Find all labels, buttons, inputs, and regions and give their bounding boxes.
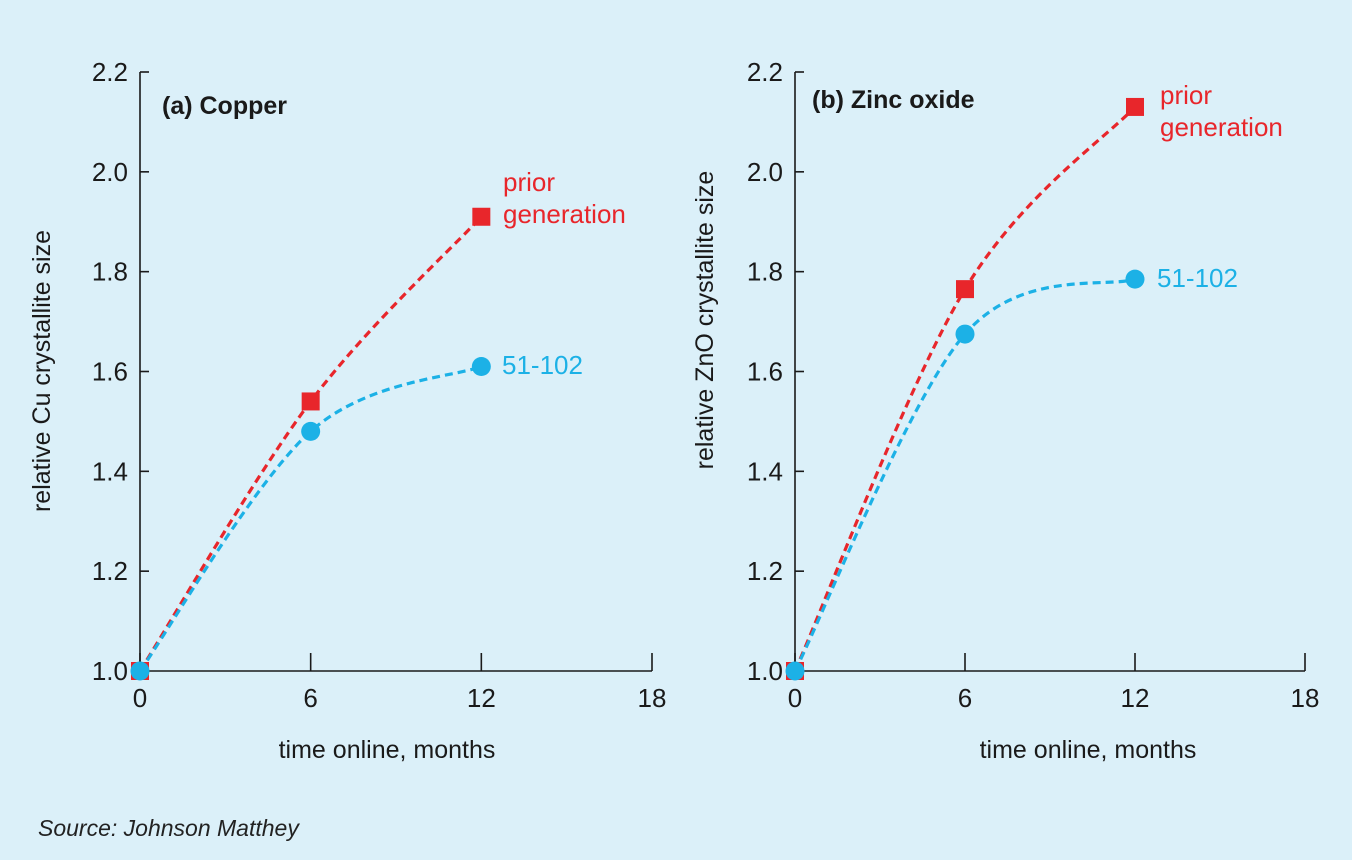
series-label-prior-generation: prior xyxy=(503,167,555,197)
x-axis-title: time online, months xyxy=(279,736,496,764)
x-tick-label: 12 xyxy=(467,683,496,713)
data-point-51-102 xyxy=(955,324,975,344)
series-label-51-102: 51-102 xyxy=(1157,263,1238,293)
series-line-prior-generation xyxy=(793,105,1137,672)
y-tick-label: 1.6 xyxy=(92,357,128,387)
y-tick-label: 1.8 xyxy=(747,257,783,287)
x-tick-label: 18 xyxy=(1291,683,1320,713)
data-point-51-102 xyxy=(301,421,321,441)
data-point-51-102 xyxy=(130,661,150,681)
y-tick-label: 2.0 xyxy=(92,157,128,187)
data-point-51-102 xyxy=(785,661,805,681)
chart-title: (a) Copper xyxy=(162,92,287,120)
x-tick-label: 6 xyxy=(958,683,972,713)
x-tick-label: 6 xyxy=(303,683,317,713)
y-tick-label: 1.4 xyxy=(747,456,783,486)
series-label-prior-generation: prior xyxy=(1160,80,1212,110)
y-tick-label: 1.0 xyxy=(92,656,128,686)
data-point-prior-generation xyxy=(301,392,320,411)
chart-title: (b) Zinc oxide xyxy=(812,86,975,114)
y-tick-label: 1.8 xyxy=(92,257,128,287)
x-tick-label: 18 xyxy=(638,683,667,713)
data-point-prior-generation xyxy=(956,280,974,299)
y-tick-label: 1.2 xyxy=(92,556,128,586)
data-point-prior-generation xyxy=(472,207,491,226)
y-tick-label: 2.2 xyxy=(747,57,783,87)
y-tick-label: 1.4 xyxy=(92,456,128,486)
y-axis-title: relative Cu crystallite size xyxy=(28,230,56,512)
y-tick-label: 1.6 xyxy=(747,357,783,387)
series-label-51-102: 51-102 xyxy=(502,350,583,380)
y-tick-label: 2.0 xyxy=(747,157,783,187)
series-line-51-102 xyxy=(138,365,482,672)
y-axis-title: relative ZnO crystallite size xyxy=(691,171,719,470)
data-point-prior-generation xyxy=(1126,97,1144,116)
x-tick-label: 12 xyxy=(1121,683,1150,713)
x-axis-title: time online, months xyxy=(980,736,1197,764)
y-tick-label: 1.0 xyxy=(747,656,783,686)
series-label-prior-generation: generation xyxy=(1160,112,1283,142)
data-point-51-102 xyxy=(1125,269,1145,289)
series-label-prior-generation: generation xyxy=(503,199,626,229)
series-line-51-102 xyxy=(793,277,1136,672)
x-tick-label: 0 xyxy=(133,683,147,713)
x-tick-label: 0 xyxy=(788,683,802,713)
y-tick-label: 1.2 xyxy=(747,556,783,586)
source-note: Source: Johnson Matthey xyxy=(38,815,299,841)
data-point-51-102 xyxy=(471,357,491,377)
y-tick-label: 2.2 xyxy=(92,57,128,87)
